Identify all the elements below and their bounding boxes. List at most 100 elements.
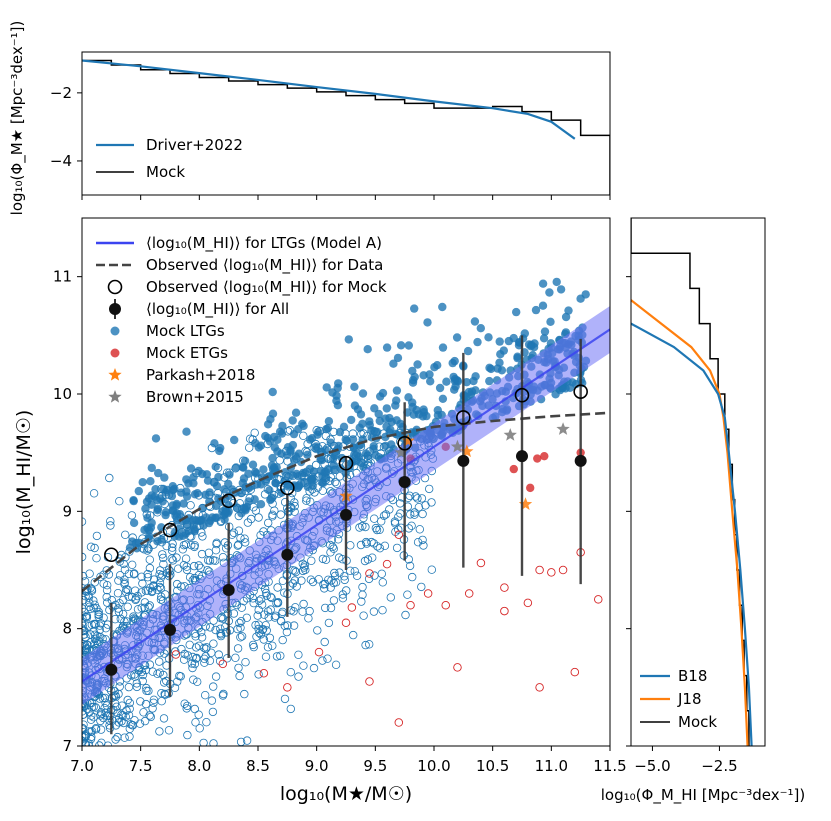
mock-ltg-open-point [273, 583, 282, 592]
mock-ltg-open-point [89, 627, 98, 636]
top-legend: Driver+2022 Mock [96, 136, 243, 181]
mock-ltg-filled-point [378, 388, 388, 398]
mock-ltg-filled-point [146, 477, 155, 486]
mock-ltg-open-point [334, 553, 344, 562]
mock-ltg-filled-point [381, 414, 390, 423]
mock-ltg-filled-point [350, 382, 359, 391]
mock-ltg-open-point [143, 573, 152, 582]
mock-ltg-open-point [178, 545, 187, 554]
mock-ltg-open-point [268, 510, 277, 519]
mock-ltg-filled-point [373, 427, 382, 437]
mock-ltg-open-point [329, 578, 338, 588]
mock-ltg-open-point [129, 612, 138, 621]
mock-ltg-open-point [328, 542, 337, 551]
mock-ltg-open-point [368, 553, 377, 562]
mock-ltg-filled-point [277, 488, 286, 497]
y-tick-label: 11 [53, 268, 72, 286]
mock-etg-filled-point [526, 483, 535, 493]
mock-ltg-open-point [251, 620, 260, 630]
observed-mock-point [573, 384, 588, 399]
mock-ltg-filled-point [291, 408, 301, 417]
parkash2018-point [460, 444, 474, 458]
legend-entry-etg: Mock ETGs [110, 344, 228, 362]
mock-ltg-filled-point [330, 451, 339, 460]
x-tick-label: 10.5 [476, 757, 509, 775]
mock-ltg-filled-point [526, 342, 536, 351]
mock-ltg-open-point [216, 630, 226, 639]
mock-ltg-filled-point [138, 478, 147, 487]
legend-entry-obs_mock: Observed ⟨log₁₀(M_HI)⟩ for Mock [107, 278, 387, 297]
mock-ltg-open-point [192, 677, 202, 686]
mock-ltg-filled-point [422, 411, 431, 421]
right-frame [630, 217, 766, 747]
legend-label: B18 [678, 667, 707, 685]
mock-ltg-filled-point [438, 343, 448, 352]
mock-ltg-open-point [276, 651, 285, 660]
mock-ltg-open-point [394, 525, 403, 534]
mock-ltg-open-point [113, 732, 122, 742]
mock-ltg-open-point [352, 571, 362, 580]
mock-ltg-open-point [260, 584, 270, 594]
mock-ltg-open-point [264, 518, 273, 528]
mock-ltg-open-point [427, 565, 436, 574]
mock-ltg-open-point [82, 731, 90, 740]
mock-ltg-filled-point [294, 481, 304, 490]
brown2015-point [556, 422, 570, 435]
mock-ltg-open-point [145, 601, 154, 610]
mock-ltg-open-point [267, 593, 276, 603]
mock-ltg-filled-point [188, 516, 198, 525]
mock-ltg-open-point [97, 738, 106, 746]
all-mean-point [105, 663, 118, 676]
mock-ltg-filled-point [189, 472, 198, 482]
observed-mock-point [104, 547, 119, 563]
mock-ltg-filled-point [172, 509, 182, 518]
y-tick-label: 10 [53, 385, 72, 403]
mock-ltg-filled-point [256, 500, 266, 509]
mock-ltg-open-point [340, 572, 349, 581]
mock-ltg-open-point [145, 555, 154, 564]
mock-ltg-filled-point [231, 463, 241, 472]
mock-ltg-open-point [237, 632, 247, 641]
mock-ltg-filled-point [270, 432, 279, 442]
mock-ltg-open-point [340, 575, 349, 585]
mock-ltg-open-point [304, 614, 313, 623]
mock-ltg-open-point [106, 517, 115, 526]
mock-ltg-filled-point [313, 430, 322, 439]
mock-ltg-filled-point [256, 480, 266, 489]
mock-ltg-open-point [98, 694, 107, 703]
mock-ltg-filled-point [161, 508, 171, 517]
mock-ltg-filled-point [552, 277, 561, 287]
mock-ltg-open-point [96, 619, 106, 628]
legend-label: Brown+2015 [146, 388, 244, 406]
mock-ltg-open-point [203, 556, 213, 565]
mock-ltg-filled-point [154, 468, 163, 478]
mock-ltg-open-point [179, 541, 189, 550]
legend-open-circle-icon [107, 279, 123, 295]
mock-ltg-filled-point [182, 427, 191, 436]
mock-ltg-open-point [236, 623, 245, 632]
mock-ltg-open-point [144, 602, 153, 612]
mock-ltg-open-point [331, 477, 340, 487]
brown2015-point [503, 428, 517, 441]
mock-ltg-open-point [370, 514, 379, 523]
mock-ltg-filled-point [265, 486, 274, 495]
mock-ltg-open-point [410, 508, 419, 517]
mock-ltg-open-point [191, 718, 200, 727]
mock-ltg-open-point [90, 578, 99, 587]
mock-ltg-open-point [167, 546, 177, 555]
mock-ltg-open-point [280, 694, 290, 704]
mock-ltg-open-point [313, 626, 322, 635]
mock-ltg-open-point [190, 541, 199, 550]
mock-ltg-open-point [172, 677, 182, 686]
mock-ltg-open-point [421, 501, 430, 510]
mock-ltg-open-point [305, 606, 314, 616]
b18-line [631, 322, 753, 746]
mock-ltg-filled-point [410, 304, 419, 313]
observed-mock-point [162, 522, 178, 538]
mock-ltg-open-point [200, 654, 209, 663]
mock-ltg-open-point [415, 525, 424, 534]
mock-ltg-filled-point [353, 449, 362, 459]
mock-ltg-open-point [175, 671, 184, 681]
mock-ltg-filled-point [413, 360, 422, 369]
mock-ltg-open-point [120, 578, 129, 587]
